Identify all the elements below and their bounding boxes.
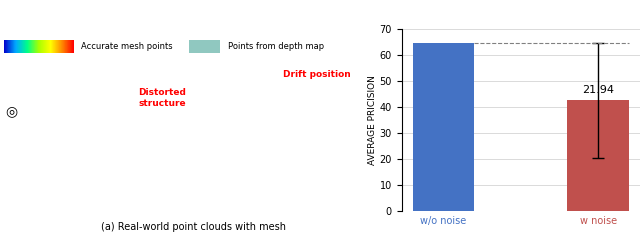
- Bar: [567, 101, 629, 211]
- Y-axis label: AVERAGE PRICISION: AVERAGE PRICISION: [368, 75, 377, 165]
- Bar: [189, 40, 220, 53]
- Text: 21.94: 21.94: [582, 85, 614, 95]
- Text: Points from depth map: Points from depth map: [228, 42, 324, 51]
- Text: Drift position: Drift position: [283, 70, 351, 79]
- Text: (a) Real-world point clouds with mesh: (a) Real-world point clouds with mesh: [100, 222, 285, 232]
- Text: Accurate mesh points: Accurate mesh points: [81, 42, 173, 51]
- Bar: [413, 43, 474, 211]
- Text: Distorted
structure: Distorted structure: [138, 88, 186, 108]
- Text: ◎: ◎: [6, 104, 18, 118]
